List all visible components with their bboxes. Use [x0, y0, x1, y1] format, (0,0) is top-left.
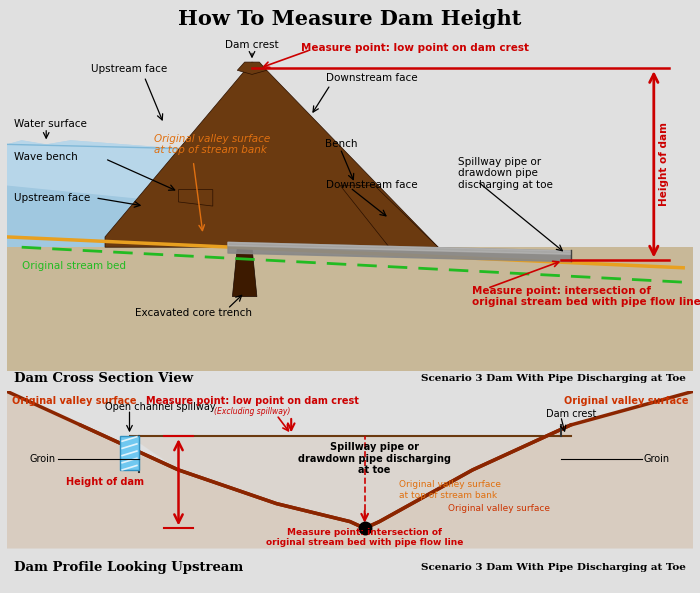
Text: (Excluding spillway): (Excluding spillway)	[214, 407, 290, 416]
Polygon shape	[7, 391, 693, 549]
Text: Dam crest: Dam crest	[225, 40, 279, 50]
Text: Upstream face: Upstream face	[92, 65, 167, 74]
Text: Dam crest: Dam crest	[546, 409, 596, 419]
Text: Downstream face: Downstream face	[326, 73, 417, 82]
Text: Original valley surface: Original valley surface	[564, 396, 688, 406]
Text: Excavated core trench: Excavated core trench	[134, 308, 252, 318]
Text: Dam Profile Looking Upstream: Dam Profile Looking Upstream	[14, 562, 243, 574]
Text: Original valley surface
at top of stream bank: Original valley surface at top of stream…	[154, 133, 270, 155]
Polygon shape	[7, 141, 213, 206]
Text: Original valley surface: Original valley surface	[448, 503, 550, 512]
Text: Measure point: low point on dam crest: Measure point: low point on dam crest	[146, 396, 358, 406]
Text: Downstream face: Downstream face	[326, 180, 417, 190]
Text: Spillway pipe or
drawdown pipe discharging
at toe: Spillway pipe or drawdown pipe dischargi…	[298, 442, 451, 476]
Polygon shape	[7, 247, 693, 371]
Text: Upstream face: Upstream face	[14, 193, 90, 203]
Polygon shape	[232, 247, 257, 296]
Text: Original stream bed: Original stream bed	[22, 261, 126, 271]
Text: Groin: Groin	[644, 454, 670, 464]
Text: Original valley surface
at top of stream bank: Original valley surface at top of stream…	[399, 480, 501, 500]
Polygon shape	[105, 62, 438, 247]
Text: Wave bench: Wave bench	[14, 152, 78, 162]
Text: Water surface: Water surface	[14, 119, 88, 129]
Text: Groin: Groin	[30, 454, 56, 464]
Text: Height of dam: Height of dam	[659, 122, 668, 206]
Text: Spillway pipe or
drawdown pipe
discharging at toe: Spillway pipe or drawdown pipe dischargi…	[458, 157, 553, 190]
Text: Measure point: intersection of
original stream bed with pipe flow line: Measure point: intersection of original …	[473, 286, 700, 307]
Polygon shape	[178, 190, 213, 206]
Text: Dam Cross Section View: Dam Cross Section View	[14, 372, 193, 385]
Text: Original valley surface: Original valley surface	[12, 396, 136, 406]
Text: How To Measure Dam Height: How To Measure Dam Height	[178, 9, 522, 29]
Text: Measure point: low point on dam crest: Measure point: low point on dam crest	[301, 43, 529, 53]
Text: Scenario 3 Dam With Pipe Discharging at Toe: Scenario 3 Dam With Pipe Discharging at …	[421, 563, 686, 572]
Polygon shape	[237, 62, 267, 74]
Polygon shape	[120, 436, 139, 470]
Text: Measure point: intersection of
original stream bed with pipe flow line: Measure point: intersection of original …	[266, 528, 463, 547]
Text: Height of dam: Height of dam	[66, 477, 144, 487]
Polygon shape	[340, 186, 438, 247]
Polygon shape	[130, 436, 570, 528]
Polygon shape	[7, 141, 232, 371]
Text: Open channel spillway: Open channel spillway	[105, 402, 216, 412]
Text: Bench: Bench	[326, 139, 358, 149]
Text: Scenario 3 Dam With Pipe Discharging at Toe: Scenario 3 Dam With Pipe Discharging at …	[421, 374, 686, 383]
